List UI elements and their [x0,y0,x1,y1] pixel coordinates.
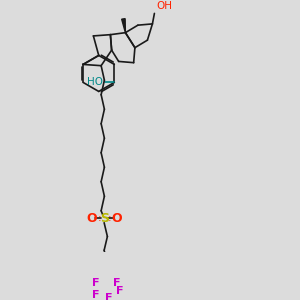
Text: OH: OH [156,2,172,11]
Text: O: O [86,212,97,225]
Text: F: F [92,290,99,300]
Text: F: F [105,293,112,300]
Text: F: F [116,286,124,296]
Text: F: F [113,278,120,288]
Text: :: : [107,213,111,223]
Text: O: O [111,212,122,225]
Polygon shape [122,19,125,33]
Text: :: : [97,213,101,223]
Text: S: S [100,212,109,225]
Text: F: F [92,278,99,288]
Text: HO: HO [87,77,103,87]
